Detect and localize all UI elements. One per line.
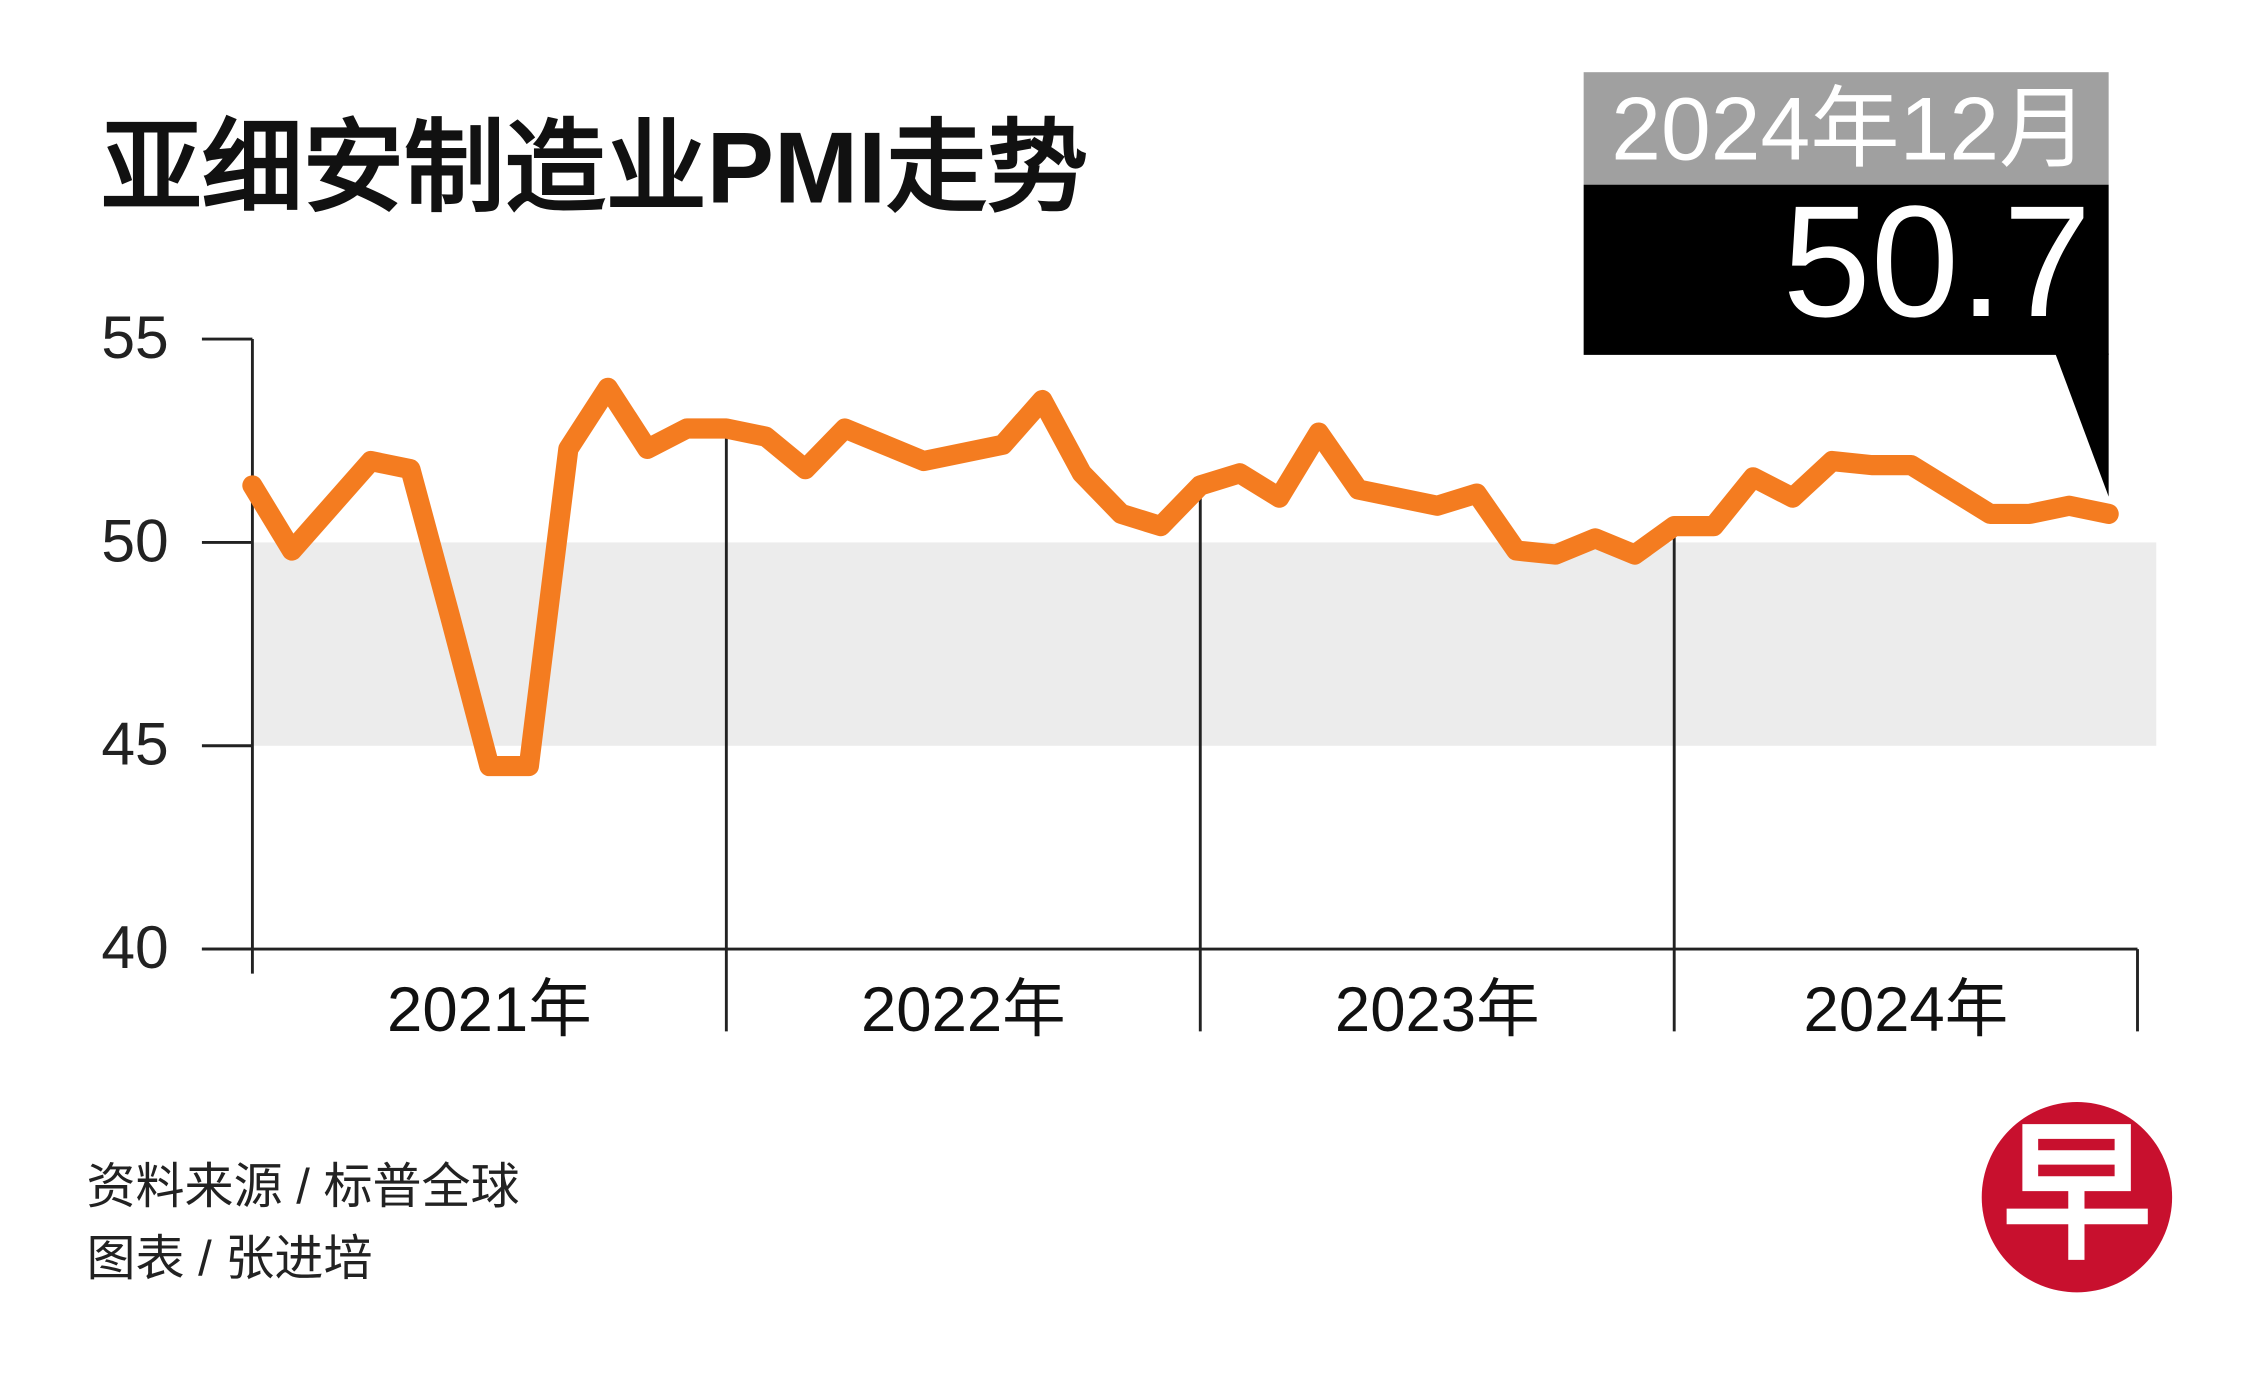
logo-circle (1981, 1102, 2173, 1293)
credit: 图表 / 张进培 (87, 1232, 373, 1286)
y-tick-label: 50 (101, 506, 168, 574)
callout-value: 50.7 (1783, 172, 2092, 350)
source: 资料来源 / 标普全球 (87, 1160, 520, 1214)
shade-band (252, 542, 2157, 746)
y-tick-label: 40 (101, 913, 168, 981)
year-label: 2024年 (1804, 975, 2009, 1045)
y-tick-label: 45 (101, 710, 168, 778)
callout-label: 2024年12月 (1611, 78, 2088, 178)
callout-label-box (1583, 72, 2109, 185)
y-tick-label: 55 (101, 303, 168, 371)
year-label: 2023年 (1335, 975, 1540, 1045)
year-label: 2021年 (387, 975, 592, 1045)
year-label: 2022年 (861, 975, 1066, 1045)
callout-pointer (2055, 353, 2109, 497)
logo: 早 (2002, 1109, 2152, 1277)
data-line (242, 377, 2119, 777)
chart-title: 亚细安制造业PMI走势 (101, 113, 1088, 225)
callout-value-box (1583, 184, 2109, 355)
